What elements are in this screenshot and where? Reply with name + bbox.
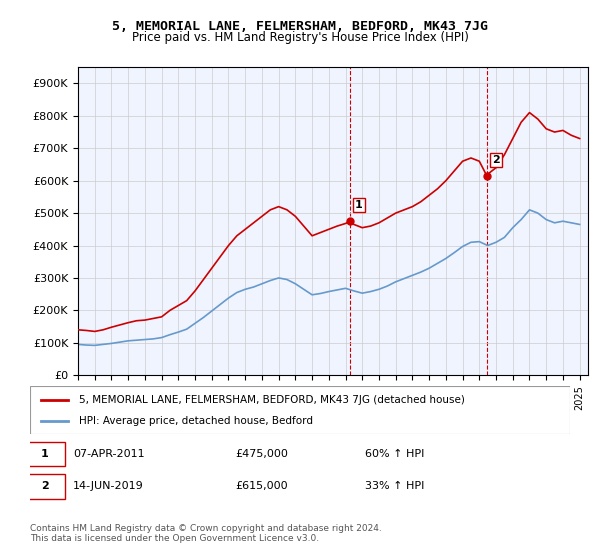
Text: £615,000: £615,000 [235, 482, 288, 491]
Text: 5, MEMORIAL LANE, FELMERSHAM, BEDFORD, MK43 7JG (detached house): 5, MEMORIAL LANE, FELMERSHAM, BEDFORD, M… [79, 395, 464, 405]
FancyBboxPatch shape [25, 442, 65, 466]
Text: 2: 2 [492, 155, 500, 165]
Text: 14-JUN-2019: 14-JUN-2019 [73, 482, 144, 491]
Text: 1: 1 [41, 449, 49, 459]
Text: 33% ↑ HPI: 33% ↑ HPI [365, 482, 424, 491]
Text: 2: 2 [41, 482, 49, 491]
FancyBboxPatch shape [25, 474, 65, 498]
Text: 1: 1 [355, 200, 363, 210]
Text: Price paid vs. HM Land Registry's House Price Index (HPI): Price paid vs. HM Land Registry's House … [131, 31, 469, 44]
Text: 60% ↑ HPI: 60% ↑ HPI [365, 449, 424, 459]
Text: HPI: Average price, detached house, Bedford: HPI: Average price, detached house, Bedf… [79, 416, 313, 426]
Text: 07-APR-2011: 07-APR-2011 [73, 449, 145, 459]
Text: 5, MEMORIAL LANE, FELMERSHAM, BEDFORD, MK43 7JG: 5, MEMORIAL LANE, FELMERSHAM, BEDFORD, M… [112, 20, 488, 32]
Text: £475,000: £475,000 [235, 449, 288, 459]
FancyBboxPatch shape [30, 386, 570, 434]
Text: Contains HM Land Registry data © Crown copyright and database right 2024.
This d: Contains HM Land Registry data © Crown c… [30, 524, 382, 543]
